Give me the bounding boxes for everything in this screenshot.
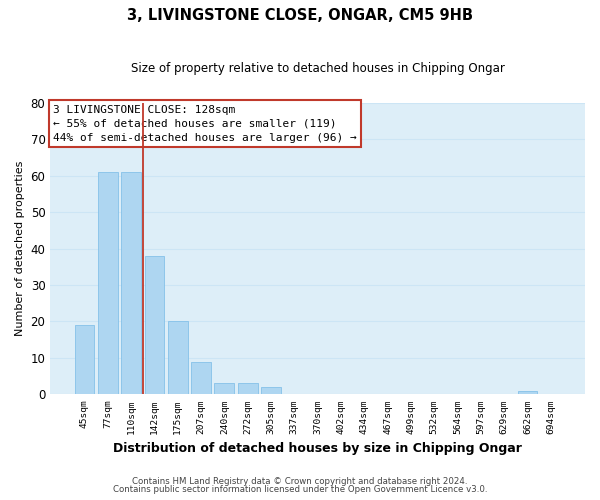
Bar xyxy=(168,322,188,394)
Y-axis label: Number of detached properties: Number of detached properties xyxy=(15,161,25,336)
Title: Size of property relative to detached houses in Chipping Ongar: Size of property relative to detached ho… xyxy=(131,62,505,76)
Bar xyxy=(261,387,281,394)
Text: 3, LIVINGSTONE CLOSE, ONGAR, CM5 9HB: 3, LIVINGSTONE CLOSE, ONGAR, CM5 9HB xyxy=(127,8,473,22)
Bar xyxy=(238,384,257,394)
Bar xyxy=(191,362,211,394)
Text: Contains HM Land Registry data © Crown copyright and database right 2024.: Contains HM Land Registry data © Crown c… xyxy=(132,477,468,486)
X-axis label: Distribution of detached houses by size in Chipping Ongar: Distribution of detached houses by size … xyxy=(113,442,522,455)
Bar xyxy=(518,390,538,394)
Text: Contains public sector information licensed under the Open Government Licence v3: Contains public sector information licen… xyxy=(113,485,487,494)
Text: 3 LIVINGSTONE CLOSE: 128sqm
← 55% of detached houses are smaller (119)
44% of se: 3 LIVINGSTONE CLOSE: 128sqm ← 55% of det… xyxy=(53,104,357,142)
Bar xyxy=(74,325,94,394)
Bar xyxy=(121,172,141,394)
Bar xyxy=(145,256,164,394)
Bar xyxy=(214,384,234,394)
Bar xyxy=(98,172,118,394)
